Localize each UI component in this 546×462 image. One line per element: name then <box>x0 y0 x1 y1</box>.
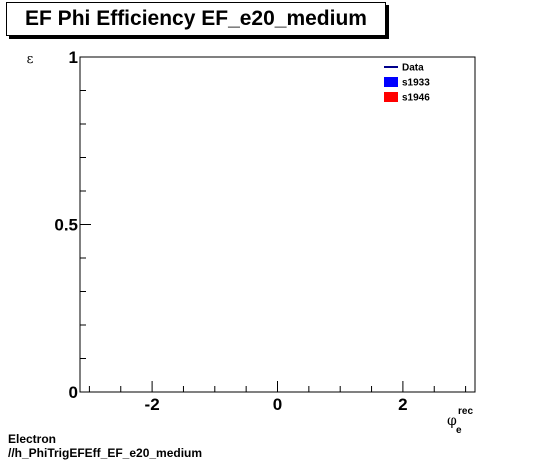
footer-line-2: //h_PhiTrigEFEff_EF_e20_medium <box>8 446 203 460</box>
legend-swatch-2 <box>384 92 398 102</box>
chart-title-box: EF Phi Efficiency EF_e20_medium <box>6 2 386 36</box>
legend-swatch-1 <box>384 77 398 87</box>
x-axis-label-sub: e <box>456 425 462 436</box>
y-tick-label-0: 0 <box>69 383 78 402</box>
chart-title: EF Phi Efficiency EF_e20_medium <box>25 7 367 30</box>
legend-label-0: Data <box>402 63 424 74</box>
x-axis-label-sup: rec <box>458 406 473 417</box>
legend-label-2: s1946 <box>402 93 430 104</box>
x-tick-label-1: 0 <box>273 395 282 414</box>
y-tick-label-2: 1 <box>69 48 78 67</box>
x-tick-label-0: -2 <box>145 395 160 414</box>
footer-line-1: Electron <box>8 432 57 446</box>
y-axis-label: ε <box>27 52 34 67</box>
plot-frame <box>79 56 476 393</box>
x-axis-label-main: φ <box>447 413 457 429</box>
legend-label-1: s1933 <box>402 78 430 89</box>
y-tick-label-1: 0.5 <box>54 216 78 235</box>
x-tick-label-2: 2 <box>398 395 407 414</box>
